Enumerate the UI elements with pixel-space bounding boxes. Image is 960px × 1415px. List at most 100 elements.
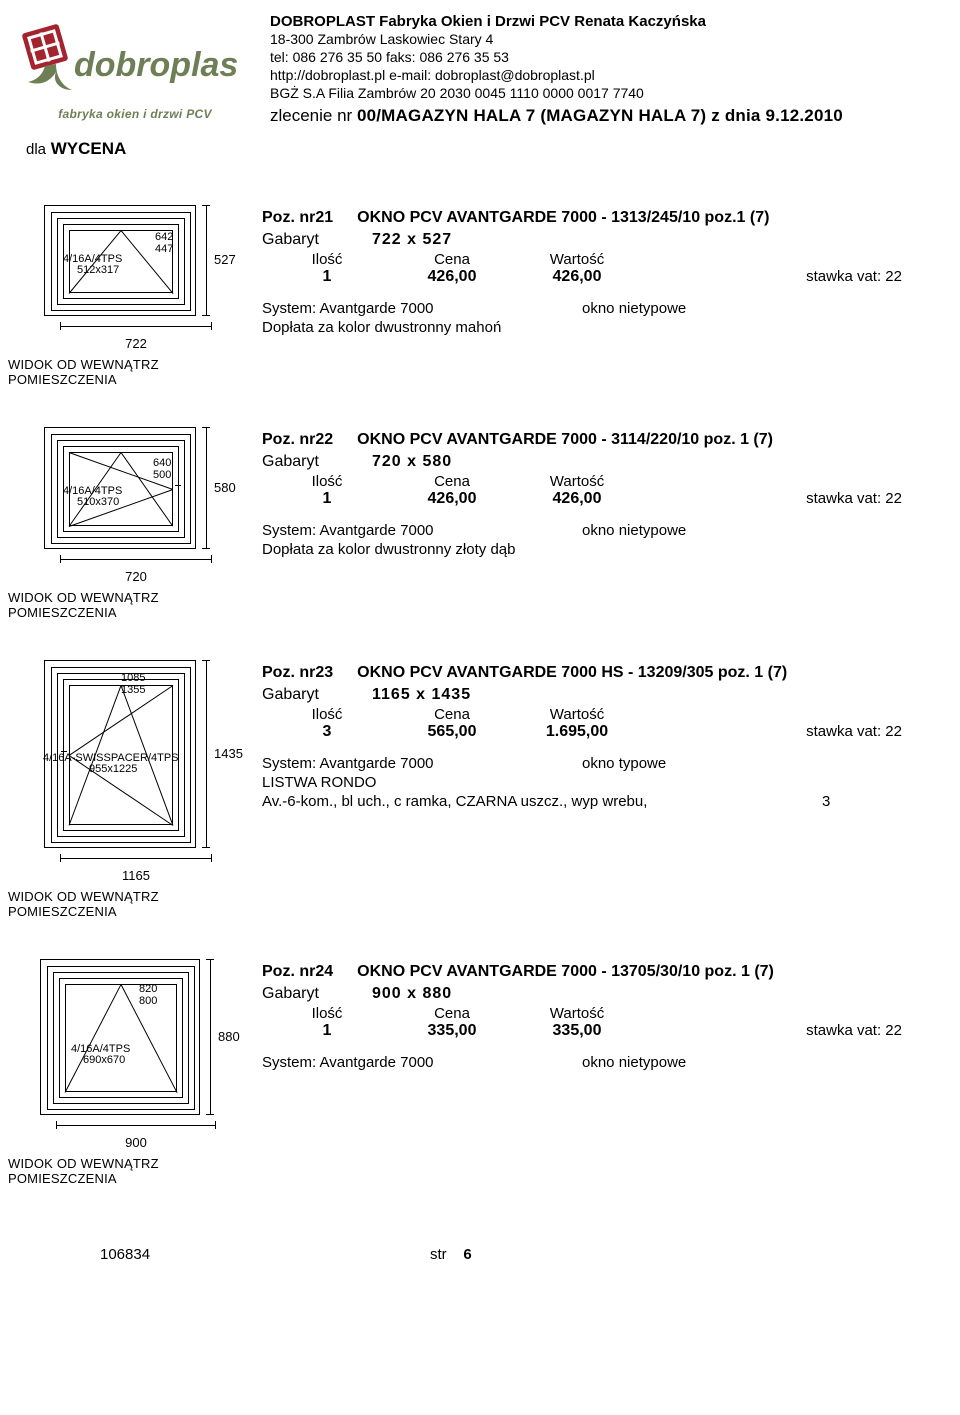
item: 6405004/16A/4TPS510x370580720WIDOK OD WE… <box>20 427 940 620</box>
order-value: 00/MAGAZYN HALA 7 (MAGAZYN HALA 7) z dni… <box>357 106 843 125</box>
footer-num: 106834 <box>100 1246 430 1263</box>
footer-page: 6 <box>463 1246 471 1263</box>
company-name: DOBROPLAST Fabryka Okien i Drzwi PCV Ren… <box>270 12 940 31</box>
poz-number: Poz. nr23 <box>262 664 333 681</box>
poz-desc: OKNO PCV AVANTGARDE 7000 - 1313/245/10 p… <box>357 209 769 226</box>
val-stawka: stawka vat: 22 <box>642 723 902 740</box>
col-wartosc: Wartość <box>512 706 642 723</box>
item: 108513554/16A-SWISSPACER/4TPS955x1225 143… <box>20 660 940 919</box>
dla-label: dla <box>26 141 46 158</box>
order-label: zlecenie nr <box>270 106 352 125</box>
dla-value: WYCENA <box>51 139 127 158</box>
poz-desc: OKNO PCV AVANTGARDE 7000 - 3114/220/10 p… <box>357 431 773 448</box>
info-col: Poz. nr21 OKNO PCV AVANTGARDE 7000 - 1313… <box>262 205 940 387</box>
diagram-text: 500 <box>153 470 171 482</box>
height-dim-label: 527 <box>214 252 236 267</box>
col-cena: Cena <box>392 1005 512 1022</box>
gabaryt-value: 900 x 880 <box>372 985 452 1002</box>
poz-desc: OKNO PCV AVANTGARDE 7000 - 13705/30/10 p… <box>357 963 774 980</box>
company-web: http://dobroplast.pl e-mail: dobroplast@… <box>270 67 940 85</box>
diagram-text: 820 <box>139 984 157 996</box>
diagram-col: 6424474/16A/4TPS512x317527722WIDOK OD WE… <box>20 205 252 387</box>
info-col: Poz. nr24 OKNO PCV AVANTGARDE 7000 - 1370… <box>262 959 940 1186</box>
height-dim-label: 880 <box>218 1029 240 1044</box>
poz-number: Poz. nr21 <box>262 209 333 226</box>
diagram-text: 510x370 <box>77 497 119 509</box>
val-wartosc: 335,00 <box>512 1022 642 1040</box>
val-ilosc: 1 <box>262 1022 392 1040</box>
col-wartosc: Wartość <box>512 251 642 268</box>
poz-desc: OKNO PCV AVANTGARDE 7000 HS - 13209/305 … <box>357 664 787 681</box>
diagram-text: 1355 <box>121 685 145 697</box>
col-wartosc: Wartość <box>512 1005 642 1022</box>
page: dobroplast fabryka okien i drzwi PCV DOB… <box>0 0 960 1283</box>
col-ilosc: Ilość <box>262 473 392 490</box>
system-label: System: Avantgarde 7000 <box>262 522 582 539</box>
info-col: Poz. nr22 OKNO PCV AVANTGARDE 7000 - 3114… <box>262 427 940 620</box>
val-ilosc: 3 <box>262 723 392 741</box>
width-dim-label: 720 <box>125 569 147 584</box>
gabaryt-label: Gabaryt <box>262 686 372 704</box>
diagram-text: 512x317 <box>77 265 119 277</box>
gabaryt-label: Gabaryt <box>262 985 372 1003</box>
extra-text: LISTWA RONDO <box>262 774 822 791</box>
dla-line: dla WYCENA <box>26 139 940 159</box>
diagram-col: 6405004/16A/4TPS510x370580720WIDOK OD WE… <box>20 427 252 620</box>
height-dim-label: 1435 <box>214 746 243 761</box>
poz-number: Poz. nr22 <box>262 431 333 448</box>
diagram-text: 447 <box>155 244 173 256</box>
widok-label: WIDOK OD WEWNĄTRZ POMIESZCZENIA <box>8 1156 252 1186</box>
system-label: System: Avantgarde 7000 <box>262 300 582 317</box>
diagram-text: 800 <box>139 996 157 1008</box>
val-ilosc: 1 <box>262 490 392 508</box>
diagram-text: 955x1225 <box>89 764 137 776</box>
system-label: System: Avantgarde 7000 <box>262 1054 582 1071</box>
item: 6424474/16A/4TPS512x317527722WIDOK OD WE… <box>20 205 940 387</box>
diagram-text: 1085 <box>121 673 145 685</box>
header: dobroplast fabryka okien i drzwi PCV DOB… <box>20 12 940 127</box>
width-dim-label: 1165 <box>122 868 150 883</box>
widok-label: WIDOK OD WEWNĄTRZ POMIESZCZENIA <box>8 357 252 387</box>
val-cena: 426,00 <box>392 490 512 508</box>
window-diagram: 6405004/16A/4TPS510x370 <box>44 427 196 549</box>
order-line: zlecenie nr 00/MAGAZYN HALA 7 (MAGAZYN H… <box>270 105 940 127</box>
okno-type: okno typowe <box>582 755 666 772</box>
val-stawka: stawka vat: 22 <box>642 490 902 507</box>
window-diagram: 108513554/16A-SWISSPACER/4TPS955x1225 <box>44 660 196 848</box>
gabaryt-value: 1165 x 1435 <box>372 686 471 703</box>
footer-str-label: str <box>430 1246 447 1263</box>
gabaryt-label: Gabaryt <box>262 231 372 249</box>
extra-text: Av.-6-kom., bl uch., c ramka, CZARNA usz… <box>262 793 822 810</box>
extra-qty: 3 <box>822 793 830 810</box>
col-wartosc: Wartość <box>512 473 642 490</box>
poz-number: Poz. nr24 <box>262 963 333 980</box>
val-stawka: stawka vat: 22 <box>642 1022 902 1039</box>
diagram-col: 8208004/16A/4TPS690x670880900WIDOK OD WE… <box>20 959 252 1186</box>
logo-block: dobroplast fabryka okien i drzwi PCV <box>20 12 250 127</box>
window-diagram: 8208004/16A/4TPS690x670 <box>40 959 200 1115</box>
svg-text:dobroplast: dobroplast <box>74 46 240 84</box>
col-cena: Cena <box>392 706 512 723</box>
okno-type: okno nietypowe <box>582 300 686 317</box>
logo-sub: fabryka okien i drzwi PCV <box>20 107 250 121</box>
info-col: Poz. nr23 OKNO PCV AVANTGARDE 7000 HS - 1… <box>262 660 940 919</box>
width-dim-label: 900 <box>125 1135 147 1150</box>
window-diagram: 6424474/16A/4TPS512x317 <box>44 205 196 316</box>
col-cena: Cena <box>392 473 512 490</box>
okno-type: okno nietypowe <box>582 1054 686 1071</box>
val-cena: 426,00 <box>392 268 512 286</box>
diagram-text: 642 <box>155 232 173 244</box>
gabaryt-value: 722 x 527 <box>372 231 452 248</box>
company-block: DOBROPLAST Fabryka Okien i Drzwi PCV Ren… <box>270 12 940 127</box>
val-wartosc: 426,00 <box>512 268 642 286</box>
widok-label: WIDOK OD WEWNĄTRZ POMIESZCZENIA <box>8 590 252 620</box>
val-wartosc: 426,00 <box>512 490 642 508</box>
val-ilosc: 1 <box>262 268 392 286</box>
diagram-text: 690x670 <box>83 1055 125 1067</box>
width-dim-label: 722 <box>125 336 147 351</box>
item: 8208004/16A/4TPS690x670880900WIDOK OD WE… <box>20 959 940 1186</box>
diagram-col: 108513554/16A-SWISSPACER/4TPS955x1225 143… <box>20 660 252 919</box>
col-ilosc: Ilość <box>262 251 392 268</box>
extra-text: Dopłata za kolor dwustronny złoty dąb <box>262 541 822 558</box>
company-tel: tel: 086 276 35 50 faks: 086 276 35 53 <box>270 49 940 67</box>
